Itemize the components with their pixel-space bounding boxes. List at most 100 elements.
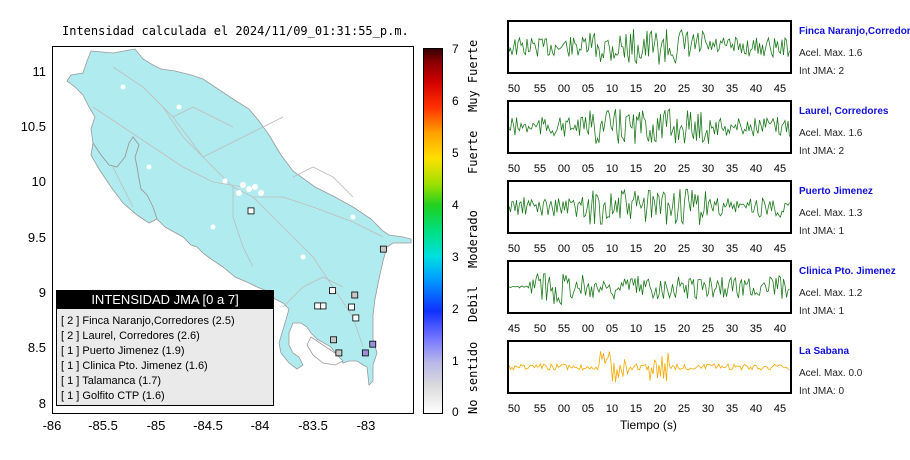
time-tick: 20 bbox=[653, 83, 667, 95]
time-tick: 25 bbox=[677, 403, 691, 415]
time-tick: 55 bbox=[557, 323, 571, 335]
time-ticks: 45 50 55 00 05 10 15 20 25 30 35 40 bbox=[507, 323, 792, 337]
time-tick: 45 bbox=[773, 83, 787, 95]
station-marker bbox=[361, 349, 369, 357]
time-tick: 55 bbox=[533, 403, 547, 415]
city-dot bbox=[210, 224, 216, 230]
seismogram-trace bbox=[508, 29, 790, 65]
time-tick: 45 bbox=[773, 403, 787, 415]
map-x-tick: -85.5 bbox=[88, 418, 118, 433]
city-dot bbox=[246, 186, 252, 192]
seismogram-trace bbox=[508, 188, 790, 226]
time-tick: 40 bbox=[749, 403, 763, 415]
colorbar-tick: 7 bbox=[452, 42, 459, 56]
time-tick: 10 bbox=[605, 243, 619, 255]
city-dot bbox=[240, 182, 246, 188]
seismogram-trace bbox=[508, 108, 790, 144]
seismogram-panel bbox=[507, 100, 792, 154]
city-dot bbox=[222, 178, 228, 184]
station-name: Finca Naranjo,Corredor bbox=[799, 26, 910, 37]
time-tick: 45 bbox=[773, 243, 787, 255]
colorbar-tick: 4 bbox=[452, 198, 459, 212]
station-marker bbox=[247, 207, 255, 215]
legend-item: [ 1 ] Clinica Pto. Jimenez (1.6) bbox=[61, 360, 208, 372]
time-tick: 25 bbox=[677, 163, 691, 175]
golfito-water bbox=[306, 336, 344, 366]
colorbar-label-debil: Debil bbox=[466, 285, 480, 322]
time-tick: 45 bbox=[773, 163, 787, 175]
station-intensity: Int JMA: 1 bbox=[799, 226, 845, 237]
station-acel: Acel. Max. 1.6 bbox=[799, 128, 863, 139]
colorbar-label-fuerte: Fuerte bbox=[466, 130, 480, 174]
time-tick: 15 bbox=[629, 243, 643, 255]
time-tick: 50 bbox=[533, 323, 547, 335]
colorbar-tick: 6 bbox=[452, 94, 459, 108]
time-tick: 20 bbox=[653, 243, 667, 255]
waveform-line bbox=[508, 273, 790, 306]
time-tick: 05 bbox=[581, 163, 595, 175]
waveform-line bbox=[508, 351, 790, 383]
time-tick: 40 bbox=[749, 83, 763, 95]
map-x-tick: -83 bbox=[356, 418, 376, 433]
time-ticks: 50 55 00 05 10 15 20 25 30 35 40 45 bbox=[507, 403, 792, 417]
time-tick: 15 bbox=[653, 323, 667, 335]
station-marker bbox=[351, 291, 359, 299]
station-name: Puerto Jimenez bbox=[799, 186, 873, 197]
time-tick: 00 bbox=[557, 403, 571, 415]
time-tick: 15 bbox=[629, 163, 643, 175]
colorbar-tick: 3 bbox=[452, 250, 459, 264]
time-tick: 40 bbox=[773, 323, 787, 335]
station-name: Laurel, Corredores bbox=[799, 106, 889, 117]
time-tick: 30 bbox=[701, 83, 715, 95]
city-dot bbox=[146, 164, 152, 170]
time-tick: 50 bbox=[507, 243, 521, 255]
station-marker bbox=[335, 349, 343, 357]
intensity-colorbar bbox=[423, 48, 443, 414]
station-marker bbox=[379, 245, 387, 253]
time-tick: 20 bbox=[653, 403, 667, 415]
time-tick: 15 bbox=[629, 403, 643, 415]
station-intensity: Int JMA: 2 bbox=[799, 146, 845, 157]
seismogram-panel bbox=[507, 20, 792, 74]
map-x-tick: -84 bbox=[250, 418, 270, 433]
city-dot bbox=[300, 254, 306, 260]
time-tick: 30 bbox=[701, 243, 715, 255]
city-dot bbox=[258, 190, 264, 196]
station-marker bbox=[352, 314, 360, 322]
station-intensity: Int JMA: 0 bbox=[799, 386, 845, 397]
time-tick: 10 bbox=[605, 83, 619, 95]
time-axis-label: Tiempo (s) bbox=[620, 418, 677, 432]
map-y-tick: 10.5 bbox=[20, 119, 46, 134]
colorbar-tick: 0 bbox=[452, 405, 459, 419]
time-tick: 30 bbox=[701, 163, 715, 175]
colorbar-tick: 5 bbox=[452, 146, 459, 160]
colorbar-tick: 1 bbox=[452, 354, 459, 368]
time-tick: 45 bbox=[507, 323, 521, 335]
station-intensity: Int JMA: 2 bbox=[799, 66, 845, 77]
time-tick: 00 bbox=[557, 163, 571, 175]
time-tick: 10 bbox=[605, 403, 619, 415]
seismogram-panel bbox=[507, 340, 792, 394]
time-tick: 50 bbox=[507, 403, 521, 415]
time-tick: 10 bbox=[605, 163, 619, 175]
legend-item: [ 1 ] Puerto Jimenez (1.9) bbox=[61, 345, 185, 357]
map-y-tick: 11 bbox=[32, 64, 47, 79]
city-dot bbox=[236, 190, 242, 196]
city-dot bbox=[120, 84, 126, 90]
time-tick: 35 bbox=[725, 163, 739, 175]
colorbar-label-muy-fuerte: Muy Fuerte bbox=[466, 39, 480, 112]
colorbar-label-moderado: Moderado bbox=[466, 210, 480, 268]
time-tick: 00 bbox=[557, 243, 571, 255]
station-acel: Acel. Max. 1.6 bbox=[799, 48, 863, 59]
seismogram-panel bbox=[507, 180, 792, 234]
seismogram-trace bbox=[508, 273, 790, 306]
time-tick: 05 bbox=[581, 403, 595, 415]
station-marker bbox=[348, 303, 355, 311]
station-acel: Acel. Max. 1.2 bbox=[799, 288, 863, 299]
station-acel: Acel. Max. 1.3 bbox=[799, 208, 863, 219]
time-tick: 10 bbox=[629, 323, 643, 335]
seismogram-panel bbox=[507, 260, 792, 314]
map-x-tick: -83.5 bbox=[298, 418, 328, 433]
colorbar-label-no-sentido: No sentido bbox=[466, 341, 480, 414]
time-tick: 05 bbox=[581, 243, 595, 255]
